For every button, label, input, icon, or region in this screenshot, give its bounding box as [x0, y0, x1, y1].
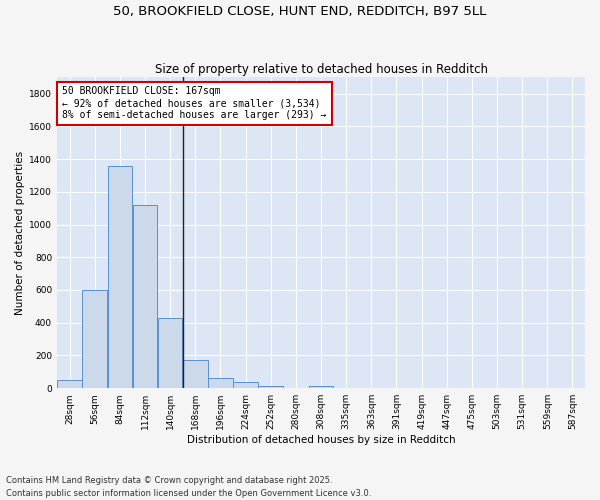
Text: 50 BROOKFIELD CLOSE: 167sqm
← 92% of detached houses are smaller (3,534)
8% of s: 50 BROOKFIELD CLOSE: 167sqm ← 92% of det… [62, 86, 326, 120]
Bar [82, 290, 107, 388]
Bar [308, 386, 334, 388]
Bar [259, 386, 283, 388]
X-axis label: Distribution of detached houses by size in Redditch: Distribution of detached houses by size … [187, 435, 455, 445]
Bar [57, 380, 82, 388]
Bar [183, 360, 208, 388]
Text: 50, BROOKFIELD CLOSE, HUNT END, REDDITCH, B97 5LL: 50, BROOKFIELD CLOSE, HUNT END, REDDITCH… [113, 5, 487, 18]
Bar [133, 205, 157, 388]
Y-axis label: Number of detached properties: Number of detached properties [15, 150, 25, 315]
Bar [158, 318, 182, 388]
Bar [233, 382, 258, 388]
Bar [208, 378, 233, 388]
Bar [107, 166, 132, 388]
Text: Contains HM Land Registry data © Crown copyright and database right 2025.
Contai: Contains HM Land Registry data © Crown c… [6, 476, 371, 498]
Title: Size of property relative to detached houses in Redditch: Size of property relative to detached ho… [155, 63, 488, 76]
